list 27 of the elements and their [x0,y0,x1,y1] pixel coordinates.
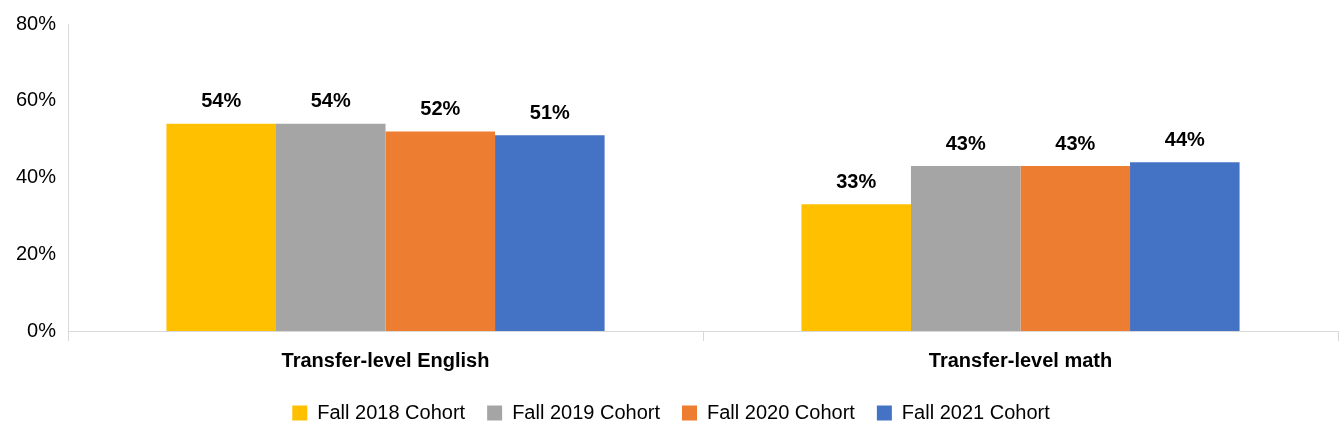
bar [1130,162,1240,331]
data-label: 52% [420,96,461,119]
legend-label: Fall 2021 Cohort [901,400,1051,423]
legend-label: Fall 2020 Cohort [707,400,856,423]
bar [910,165,1021,331]
bar [385,131,496,331]
y-tick-label: 60% [16,88,57,111]
y-tick-label: 0% [27,318,57,341]
data-label: 54% [201,89,242,112]
data-label: 54% [310,89,351,112]
bar [801,204,911,331]
data-label: 44% [1164,127,1206,150]
bar [166,123,276,331]
y-tick-label: 20% [16,241,57,264]
legend-label: Fall 2019 Cohort [512,400,661,423]
y-tick-label: 80% [16,11,57,34]
data-label: 33% [836,169,877,192]
x-tick-label: Transfer-level math [928,348,1113,371]
bar [495,135,605,331]
x-tick-label: Transfer-level English [281,348,490,371]
data-label: 51% [529,100,571,123]
data-label: 43% [945,131,986,154]
data-label: 43% [1055,131,1096,154]
y-tick-label: 40% [16,165,57,188]
bar [1020,165,1131,331]
bar [275,123,386,331]
legend-label: Fall 2018 Cohort [317,400,466,423]
